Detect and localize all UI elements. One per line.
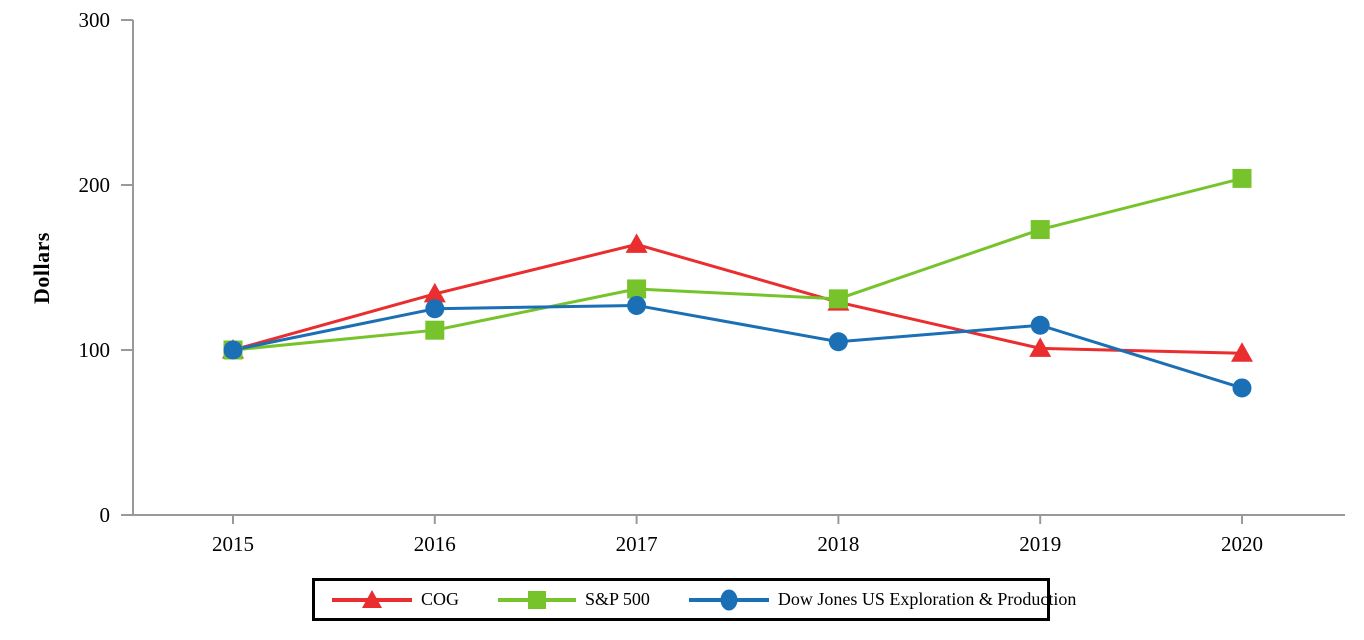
legend-label-sp500: S&P 500 bbox=[585, 589, 650, 609]
svg-text:200: 200 bbox=[79, 173, 111, 197]
svg-text:100: 100 bbox=[79, 338, 111, 362]
legend-label-dowjones: Dow Jones US Exploration & Production bbox=[777, 589, 1077, 609]
legend-label-cog: COG bbox=[421, 589, 460, 609]
series-markers-circle bbox=[223, 295, 1252, 398]
dowjones-circle-icon bbox=[688, 589, 769, 610]
svg-text:2020: 2020 bbox=[1221, 532, 1263, 556]
sp500-square-icon bbox=[498, 590, 577, 609]
series-line-square bbox=[232, 176, 1243, 352]
y-tick-labels: 0 100 200 300 bbox=[79, 8, 133, 527]
svg-text:2019: 2019 bbox=[1019, 532, 1061, 556]
legend-entry-cog: COG bbox=[331, 587, 459, 613]
svg-text:2015: 2015 bbox=[212, 532, 254, 556]
legend-entry-sp500: S&P 500 bbox=[497, 587, 650, 613]
axes bbox=[121, 20, 1345, 516]
series-line-circle bbox=[232, 303, 1243, 390]
svg-text:2016: 2016 bbox=[414, 532, 456, 556]
legend-entry-dowjones: Dow Jones US Exploration & Production bbox=[688, 587, 1077, 613]
y-axis-title: Dollars bbox=[29, 232, 54, 304]
legend: COG S&P 500 Dow Jones US Exploration & P… bbox=[312, 578, 1076, 621]
cog-triangle-icon bbox=[332, 589, 412, 608]
series-markers-square bbox=[223, 168, 1252, 360]
series-line-triangle bbox=[232, 242, 1243, 355]
svg-text:2018: 2018 bbox=[817, 532, 859, 556]
x-tick-labels: 2015 2016 2017 2018 2019 2020 bbox=[212, 515, 1263, 556]
svg-text:2017: 2017 bbox=[616, 532, 658, 556]
svg-text:0: 0 bbox=[100, 503, 111, 527]
svg-text:300: 300 bbox=[79, 8, 111, 32]
